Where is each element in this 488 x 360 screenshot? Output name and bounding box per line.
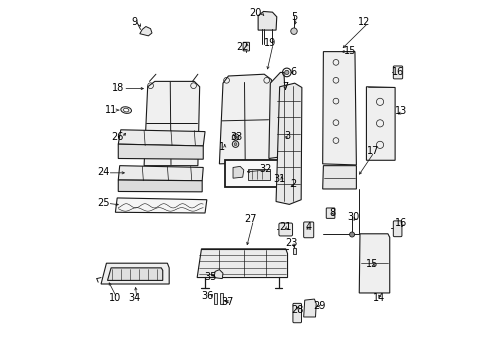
Polygon shape: [268, 72, 284, 158]
Text: 4: 4: [305, 222, 311, 231]
Text: 21: 21: [279, 222, 291, 231]
Text: 25: 25: [98, 198, 110, 208]
Polygon shape: [118, 180, 202, 192]
Text: 34: 34: [128, 293, 140, 303]
Bar: [219, 293, 222, 304]
Text: 28: 28: [291, 305, 303, 315]
Polygon shape: [258, 12, 276, 30]
Text: 29: 29: [312, 301, 325, 311]
Text: 36: 36: [202, 291, 214, 301]
Text: 23: 23: [285, 238, 297, 248]
Circle shape: [284, 70, 288, 75]
FancyBboxPatch shape: [392, 66, 402, 79]
Text: 27: 27: [244, 215, 257, 224]
Polygon shape: [359, 234, 389, 293]
Text: 7: 7: [282, 82, 288, 93]
Text: 26: 26: [111, 132, 123, 142]
Polygon shape: [276, 83, 301, 204]
Text: 31: 31: [273, 174, 285, 184]
Text: 2: 2: [289, 179, 296, 189]
Polygon shape: [118, 130, 204, 146]
Polygon shape: [322, 51, 356, 165]
Polygon shape: [214, 270, 223, 279]
Text: 15: 15: [365, 259, 377, 269]
Polygon shape: [140, 27, 152, 36]
FancyBboxPatch shape: [392, 221, 401, 237]
Text: 12: 12: [358, 17, 370, 27]
Text: 19: 19: [263, 38, 275, 48]
Text: 13: 13: [395, 106, 407, 116]
FancyBboxPatch shape: [278, 223, 292, 236]
Text: 20: 20: [248, 8, 261, 18]
Polygon shape: [144, 81, 199, 166]
Text: 14: 14: [372, 293, 385, 303]
Circle shape: [234, 135, 237, 138]
Ellipse shape: [121, 107, 131, 113]
FancyBboxPatch shape: [243, 42, 249, 51]
Text: 30: 30: [347, 212, 359, 222]
Bar: [292, 248, 295, 253]
Text: 18: 18: [112, 83, 124, 93]
FancyBboxPatch shape: [325, 208, 334, 219]
FancyBboxPatch shape: [292, 303, 301, 323]
Text: 16: 16: [391, 67, 403, 77]
Polygon shape: [107, 268, 163, 280]
Text: 24: 24: [98, 167, 110, 177]
Text: 9: 9: [131, 17, 137, 27]
Circle shape: [234, 143, 237, 145]
Text: 16: 16: [395, 218, 407, 228]
Polygon shape: [219, 74, 271, 164]
Text: 3: 3: [284, 131, 290, 141]
Polygon shape: [233, 166, 244, 178]
Text: 8: 8: [328, 208, 335, 219]
Text: 11: 11: [105, 105, 117, 115]
Polygon shape: [322, 166, 356, 189]
Text: 32: 32: [259, 164, 271, 174]
Text: 5: 5: [290, 12, 297, 22]
Bar: [247, 169, 269, 180]
Text: 15: 15: [344, 46, 356, 56]
FancyBboxPatch shape: [303, 222, 313, 238]
Polygon shape: [303, 299, 316, 317]
Text: 35: 35: [204, 272, 216, 282]
Ellipse shape: [123, 108, 128, 112]
Polygon shape: [197, 249, 287, 278]
Polygon shape: [101, 263, 169, 284]
Polygon shape: [366, 87, 394, 160]
Text: 10: 10: [108, 293, 121, 303]
Bar: [224, 160, 280, 187]
Text: 6: 6: [289, 67, 296, 77]
Bar: [214, 293, 217, 304]
Text: 22: 22: [236, 42, 248, 52]
Text: 33: 33: [230, 132, 242, 142]
Circle shape: [290, 28, 297, 35]
Polygon shape: [115, 198, 206, 213]
Text: 17: 17: [366, 146, 378, 156]
Polygon shape: [118, 144, 203, 159]
Text: 37: 37: [221, 297, 233, 307]
Text: 1: 1: [219, 142, 225, 152]
Polygon shape: [118, 166, 203, 181]
Circle shape: [349, 232, 354, 237]
